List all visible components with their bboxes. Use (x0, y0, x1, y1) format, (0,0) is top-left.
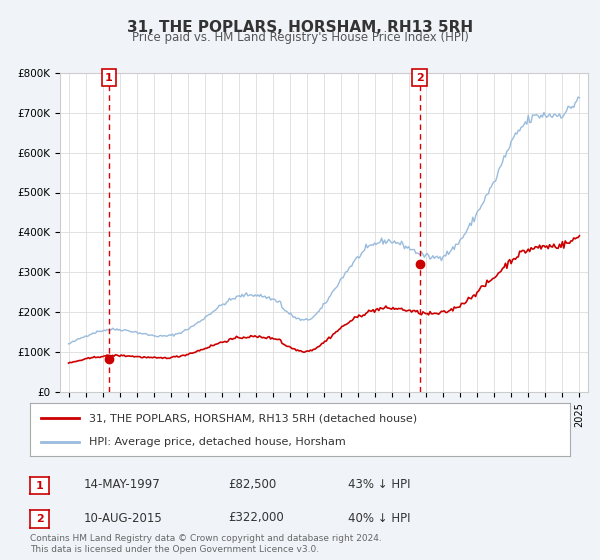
Text: £82,500: £82,500 (228, 478, 276, 491)
Text: £322,000: £322,000 (228, 511, 284, 525)
Text: 2: 2 (36, 514, 43, 524)
Text: Price paid vs. HM Land Registry's House Price Index (HPI): Price paid vs. HM Land Registry's House … (131, 31, 469, 44)
Text: HPI: Average price, detached house, Horsham: HPI: Average price, detached house, Hors… (89, 436, 346, 446)
Text: 14-MAY-1997: 14-MAY-1997 (84, 478, 161, 491)
Text: Contains HM Land Registry data © Crown copyright and database right 2024.
This d: Contains HM Land Registry data © Crown c… (30, 534, 382, 554)
Text: 2: 2 (416, 73, 424, 83)
Text: 40% ↓ HPI: 40% ↓ HPI (348, 511, 410, 525)
Text: 43% ↓ HPI: 43% ↓ HPI (348, 478, 410, 491)
Text: 31, THE POPLARS, HORSHAM, RH13 5RH: 31, THE POPLARS, HORSHAM, RH13 5RH (127, 20, 473, 35)
Text: 10-AUG-2015: 10-AUG-2015 (84, 511, 163, 525)
Text: 1: 1 (36, 480, 43, 491)
Text: 31, THE POPLARS, HORSHAM, RH13 5RH (detached house): 31, THE POPLARS, HORSHAM, RH13 5RH (deta… (89, 413, 418, 423)
Text: 1: 1 (105, 73, 113, 83)
